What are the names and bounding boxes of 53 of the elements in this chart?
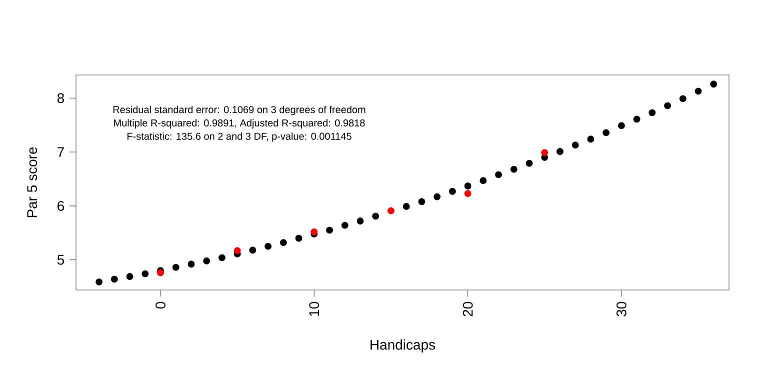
point (679, 95, 686, 102)
point (602, 129, 610, 136)
point (326, 226, 333, 234)
x-axis-title: Handicaps (370, 339, 436, 352)
point (110, 276, 118, 283)
x-tick-label: 0 (156, 302, 166, 309)
point (388, 207, 394, 214)
point (402, 203, 410, 210)
point (356, 218, 364, 224)
point (510, 166, 518, 173)
y-tick-label: 7 (58, 147, 64, 157)
point (464, 190, 472, 198)
annotation: Residual standard error: 0.1069 on 3 degrees of freedom (113, 106, 366, 116)
annotation: Multiple R-squared: 0.9891, Adjusted R-squared: 0.9818 (114, 119, 365, 128)
y-tick-label: 5 (57, 254, 64, 265)
x-tick-label: 10 (309, 302, 320, 316)
point (633, 116, 640, 123)
y-tick-label: 6 (58, 200, 64, 211)
point (648, 109, 656, 116)
point (203, 257, 210, 264)
point (96, 278, 103, 286)
point (694, 88, 702, 95)
point (372, 212, 380, 220)
point (218, 254, 226, 262)
point (280, 239, 287, 246)
point (541, 149, 548, 156)
point (172, 264, 180, 271)
point (295, 234, 302, 242)
point (448, 188, 456, 195)
x-tick-label: 20 (462, 302, 473, 316)
point (418, 198, 426, 206)
point (264, 242, 272, 250)
annotation: F-statistic: 135.6 on 2 and 3 DF, p-value: 0.001145 (128, 132, 352, 142)
y-axis-title: Par 5 score (27, 147, 38, 218)
point (188, 260, 195, 268)
point (556, 148, 564, 155)
point (464, 182, 472, 190)
x-tick-label: 30 (616, 302, 626, 316)
point (126, 273, 134, 280)
point (495, 171, 502, 178)
point (587, 136, 594, 143)
point (234, 247, 241, 254)
point (572, 142, 579, 149)
point (434, 193, 441, 200)
point (618, 122, 625, 130)
point (710, 80, 718, 88)
point (526, 160, 533, 167)
point (142, 270, 149, 278)
point (249, 246, 256, 254)
point (480, 177, 487, 184)
y-tick-label: 8 (57, 93, 64, 104)
point (664, 102, 672, 110)
point (341, 222, 348, 229)
